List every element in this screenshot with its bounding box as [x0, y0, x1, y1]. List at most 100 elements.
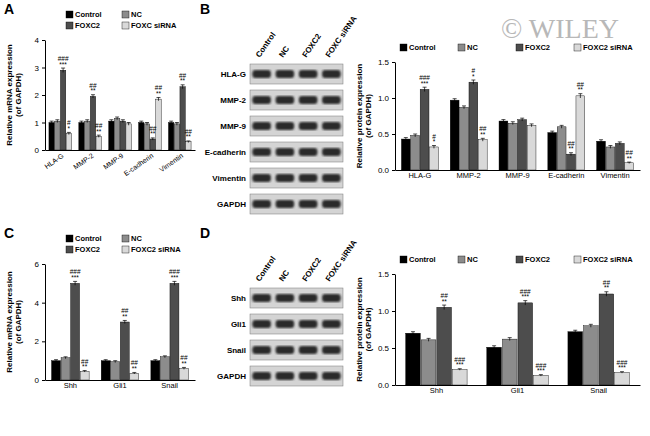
legend-swatch: [66, 22, 73, 29]
tick-label: 0: [35, 146, 40, 155]
x-axis: HLA-GMMP-2MMP-9E-cadherinVimentin: [43, 151, 195, 178]
error-bar: [627, 162, 631, 163]
legend-label: Control: [409, 43, 436, 52]
x-tick: Vimentin: [601, 171, 630, 180]
error-bar-stem: [424, 87, 425, 91]
legend-swatch: [516, 44, 523, 51]
row-label: E-cadherin: [205, 148, 246, 157]
chart-panel: C0246ShhGli1Snail###***##**##**##**###**…: [4, 225, 196, 390]
bar: [401, 139, 410, 170]
error-bar-cap: [530, 123, 534, 124]
error-bar-cap: [523, 300, 527, 301]
error-bar-cap: [560, 125, 564, 126]
tick-label: Vimentin: [158, 152, 184, 173]
error-bar-stem: [561, 125, 562, 128]
error-bar-cap: [453, 98, 457, 99]
error-bar-cap: [85, 119, 89, 120]
figure: © WILEYA01234HLA-GMMP-2MMP-9E-cadherinVi…: [0, 0, 650, 436]
significance-mark: **: [442, 298, 448, 305]
western-blot: ControlNCFOXC2FOXC siRNAHLA-GMMP-2MMP-9E…: [205, 14, 359, 214]
error-bar-stem: [473, 80, 474, 84]
error-bar: [83, 371, 87, 373]
error-bar-cap: [113, 360, 117, 361]
bar: [406, 333, 421, 385]
error-bar-cap: [618, 141, 622, 142]
bar: [101, 361, 110, 380]
error-bar: [453, 99, 457, 102]
significance-mark: **: [604, 284, 610, 291]
error-bar-stem: [610, 146, 611, 149]
significance-mark: *: [472, 73, 475, 80]
blot-strip: [250, 168, 343, 188]
lane-label: NC: [277, 44, 291, 59]
bar: [60, 70, 65, 150]
error-bar-stem: [122, 120, 123, 123]
blot-band: [322, 372, 341, 380]
y-tick: 6: [35, 260, 45, 269]
bar: [126, 124, 131, 150]
error-bar-stem: [494, 346, 495, 349]
y-tick: 0.0: [378, 166, 395, 175]
y-tick: 4: [35, 299, 45, 308]
blot-band: [322, 294, 341, 302]
blot-band: [276, 200, 295, 208]
blot-band: [322, 70, 341, 78]
error-bar-cap: [458, 368, 462, 369]
x-tick: MMP-2: [457, 171, 481, 180]
error-bar: [539, 375, 543, 376]
y-axis: 0.00.51.01.5: [378, 270, 396, 390]
y-tick: 2: [35, 337, 45, 346]
error-bar-stem: [512, 122, 513, 125]
legend-swatch: [574, 44, 581, 51]
panel-title: A: [4, 1, 14, 17]
y-axis-title: Relative protein expression: [355, 277, 364, 382]
error-bar: [620, 372, 624, 373]
error-bar-cap: [481, 138, 485, 139]
bar: [534, 375, 549, 385]
watermark: © WILEY: [501, 13, 619, 44]
bar: [411, 135, 420, 170]
x-tick: Gli1: [113, 381, 126, 390]
blot-band: [252, 372, 271, 380]
blot-band: [299, 372, 318, 380]
error-bar-cap: [145, 122, 149, 123]
error-bar-cap: [109, 119, 113, 120]
error-bar: [163, 356, 167, 358]
y-tick: 4: [35, 36, 45, 45]
bar: [518, 303, 533, 385]
bar: [49, 123, 54, 151]
chart-panel: A01234HLA-GMMP-2MMP-9E-cadherinVimentin#…: [4, 1, 196, 177]
bar: [120, 121, 125, 150]
legend-label: FOXC2: [525, 255, 550, 264]
legend-label: NC: [131, 234, 142, 243]
error-bar: [169, 121, 173, 124]
tick-label: 0: [35, 376, 40, 385]
tick-mark: [392, 311, 395, 312]
tick-label: 1.0: [378, 94, 390, 103]
error-bar-stem: [174, 281, 175, 285]
error-bar-cap: [608, 145, 612, 146]
y-axis-title: (of GAPDH): [364, 307, 373, 351]
error-bar-cap: [121, 119, 125, 120]
axis-line: [45, 41, 46, 151]
error-bar-cap: [104, 359, 108, 360]
bar: [168, 123, 173, 151]
legend-label: FOXC2: [75, 21, 100, 30]
x-tick: Shh: [64, 381, 77, 390]
bar: [174, 124, 179, 150]
western-blot: ControlNCFOXC2FOXC siRNAShhGli1SnailGAPD…: [217, 238, 359, 386]
error-bar-cap: [169, 121, 173, 122]
error-bar-cap: [83, 370, 87, 371]
y-axis: 0 2 4 6: [35, 260, 46, 385]
bar: [527, 125, 536, 170]
blot-band: [252, 70, 271, 78]
lane-label: FOXC2: [300, 32, 323, 59]
tick-label: 0.5: [378, 344, 390, 353]
blot-band: [276, 122, 295, 130]
x-tick: Snail: [161, 381, 178, 390]
tick-label: 2: [35, 91, 40, 100]
error-bar: [404, 138, 408, 141]
error-bar-cap: [550, 131, 554, 132]
tick-label: HLA-G: [408, 171, 431, 180]
error-bar: [153, 360, 157, 362]
